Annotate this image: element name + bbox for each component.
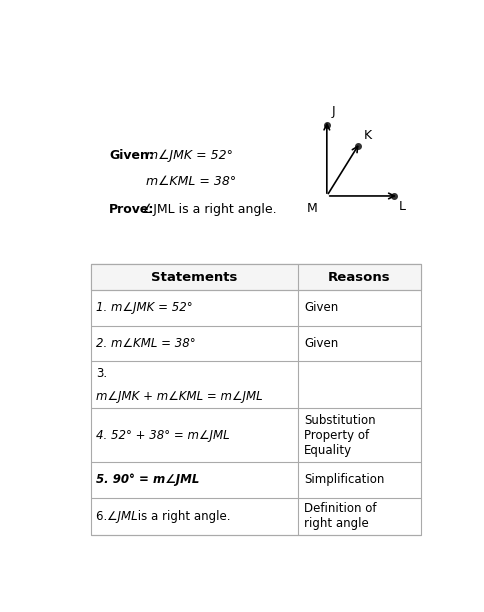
Text: 6.: 6.	[96, 510, 111, 523]
Text: 5. 90° = m∠JML: 5. 90° = m∠JML	[96, 474, 199, 487]
Text: M: M	[307, 201, 318, 215]
Text: ∠JML is a right angle.: ∠JML is a right angle.	[142, 203, 277, 216]
Text: Given: Given	[304, 337, 338, 349]
Text: m∠JMK = 52°: m∠JMK = 52°	[146, 149, 233, 162]
Text: Definition of
right angle: Definition of right angle	[304, 502, 377, 531]
Text: Simplification: Simplification	[304, 474, 384, 487]
Bar	[91, 264, 421, 536]
Text: Substitution
Property of
Equality: Substitution Property of Equality	[304, 414, 376, 457]
Text: 4. 52° + 38° = m∠JML: 4. 52° + 38° = m∠JML	[96, 428, 230, 442]
Text: Statements: Statements	[151, 271, 238, 284]
Text: 2. m∠KML = 38°: 2. m∠KML = 38°	[96, 337, 196, 349]
Text: Given:: Given:	[109, 149, 154, 162]
Text: Reasons: Reasons	[328, 271, 391, 284]
Text: J: J	[332, 105, 335, 118]
Bar	[91, 264, 421, 290]
Text: Given: Given	[304, 301, 338, 315]
Text: 1. m∠JMK = 52°: 1. m∠JMK = 52°	[96, 301, 193, 315]
Text: K: K	[364, 129, 372, 142]
Text: Prove:: Prove:	[109, 203, 155, 216]
Text: m∠KML = 38°: m∠KML = 38°	[146, 175, 236, 188]
Text: m∠JMK + m∠KML = m∠JML: m∠JMK + m∠KML = m∠JML	[96, 390, 263, 403]
Text: ∠JML: ∠JML	[106, 510, 137, 523]
Text: is a right angle.: is a right angle.	[134, 510, 230, 523]
Text: L: L	[399, 200, 406, 213]
Text: 3.: 3.	[96, 367, 107, 380]
